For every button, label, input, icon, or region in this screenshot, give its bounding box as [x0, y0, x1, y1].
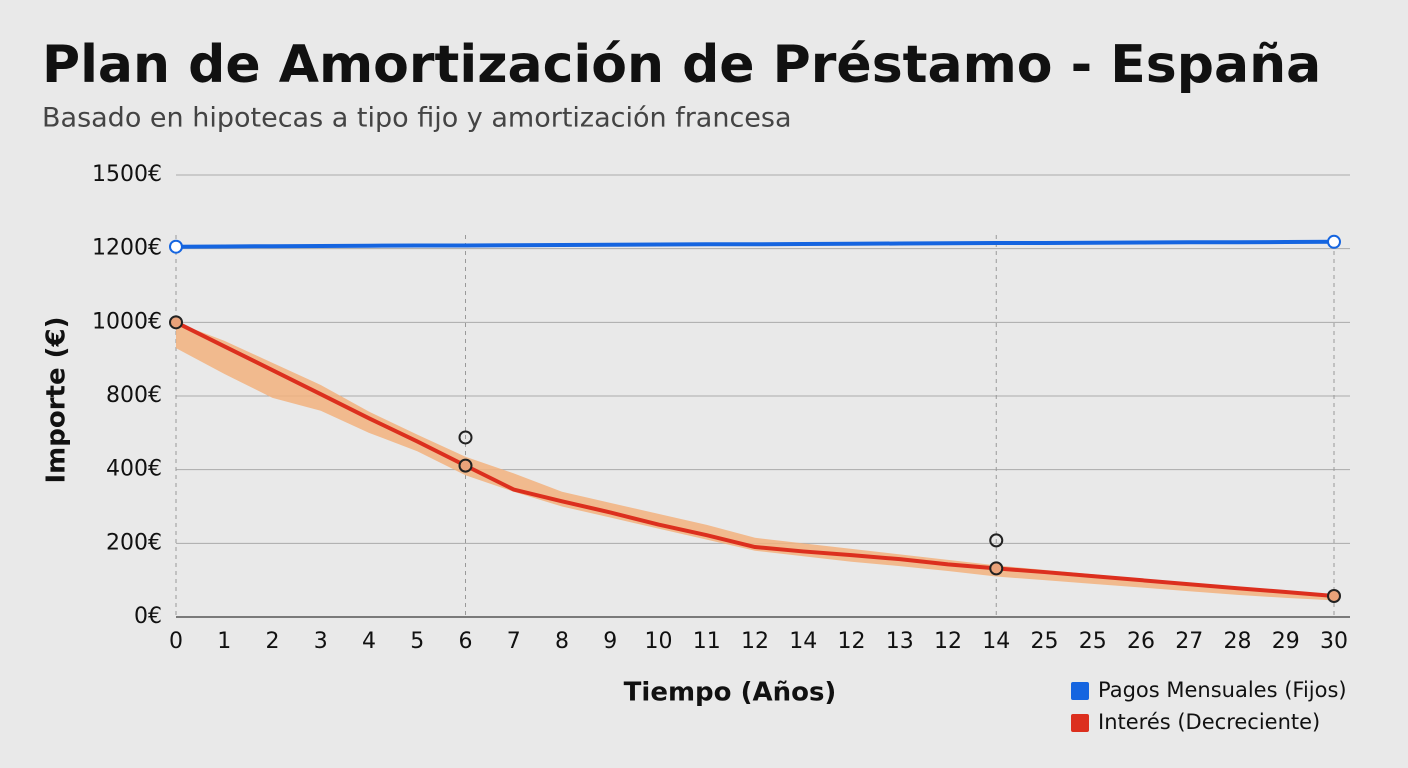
x-tick-label: 1	[217, 629, 231, 654]
x-tick-label: 7	[507, 629, 521, 654]
legend-swatch	[1071, 682, 1089, 700]
x-tick-label: 25	[1079, 629, 1107, 654]
point-marker	[169, 239, 183, 254]
point-marker	[1327, 234, 1341, 249]
extra-point	[989, 533, 1004, 548]
legend-swatch	[1071, 714, 1089, 732]
y-tick-label: 200€	[106, 530, 162, 555]
point-marker	[169, 315, 183, 330]
y-tick-label: 1000€	[92, 309, 162, 334]
x-tick-label: 26	[1127, 629, 1155, 654]
x-tick-label: 11	[693, 629, 721, 654]
x-tick-label: 13	[886, 629, 914, 654]
confidence-band	[176, 322, 1334, 601]
y-tick-label: 1500€	[92, 162, 162, 187]
legend-label: Pagos Mensuales (Fijos)	[1098, 678, 1347, 702]
x-tick-label: 3	[314, 629, 328, 654]
extra-point	[458, 430, 473, 445]
point-marker	[458, 458, 473, 473]
x-tick-label: 29	[1272, 629, 1300, 654]
y-tick-label: 400€	[106, 457, 162, 482]
x-tick-label: 10	[645, 629, 673, 654]
x-tick-label: 9	[603, 629, 617, 654]
x-tick-label: 27	[1175, 629, 1203, 654]
x-tick-label: 25	[1031, 629, 1059, 654]
y-axis-label: Importe (€)	[42, 316, 72, 483]
y-tick-label: 0€	[134, 604, 162, 629]
series-line	[175, 239, 1335, 249]
x-tick-label: 12	[741, 629, 769, 654]
chart-title: Plan de Amortización de Préstamo - Españ…	[42, 35, 1321, 95]
x-tick-label: 4	[362, 629, 376, 654]
x-tick-label: 12	[838, 629, 866, 654]
y-tick-label: 800€	[106, 383, 162, 408]
chart-subtitle: Basado en hipotecas a tipo fijo y amorti…	[42, 103, 792, 134]
x-tick-label: 2	[266, 629, 280, 654]
x-tick-label: 0	[169, 629, 183, 654]
x-axis-label: Tiempo (Años)	[624, 678, 837, 708]
x-tick-label: 14	[982, 629, 1010, 654]
series-line	[175, 320, 1335, 598]
x-tick-label: 28	[1224, 629, 1252, 654]
y-tick-label: 1200€	[92, 236, 162, 261]
x-tick-label: 14	[789, 629, 817, 654]
x-tick-label: 6	[459, 629, 473, 654]
legend-label: Interés (Decreciente)	[1098, 710, 1320, 734]
point-marker	[989, 561, 1004, 576]
x-tick-label: 12	[934, 629, 962, 654]
point-marker	[1327, 589, 1341, 604]
x-tick-label: 5	[410, 629, 424, 654]
x-tick-label: 30	[1320, 629, 1348, 654]
x-tick-label: 8	[555, 629, 569, 654]
